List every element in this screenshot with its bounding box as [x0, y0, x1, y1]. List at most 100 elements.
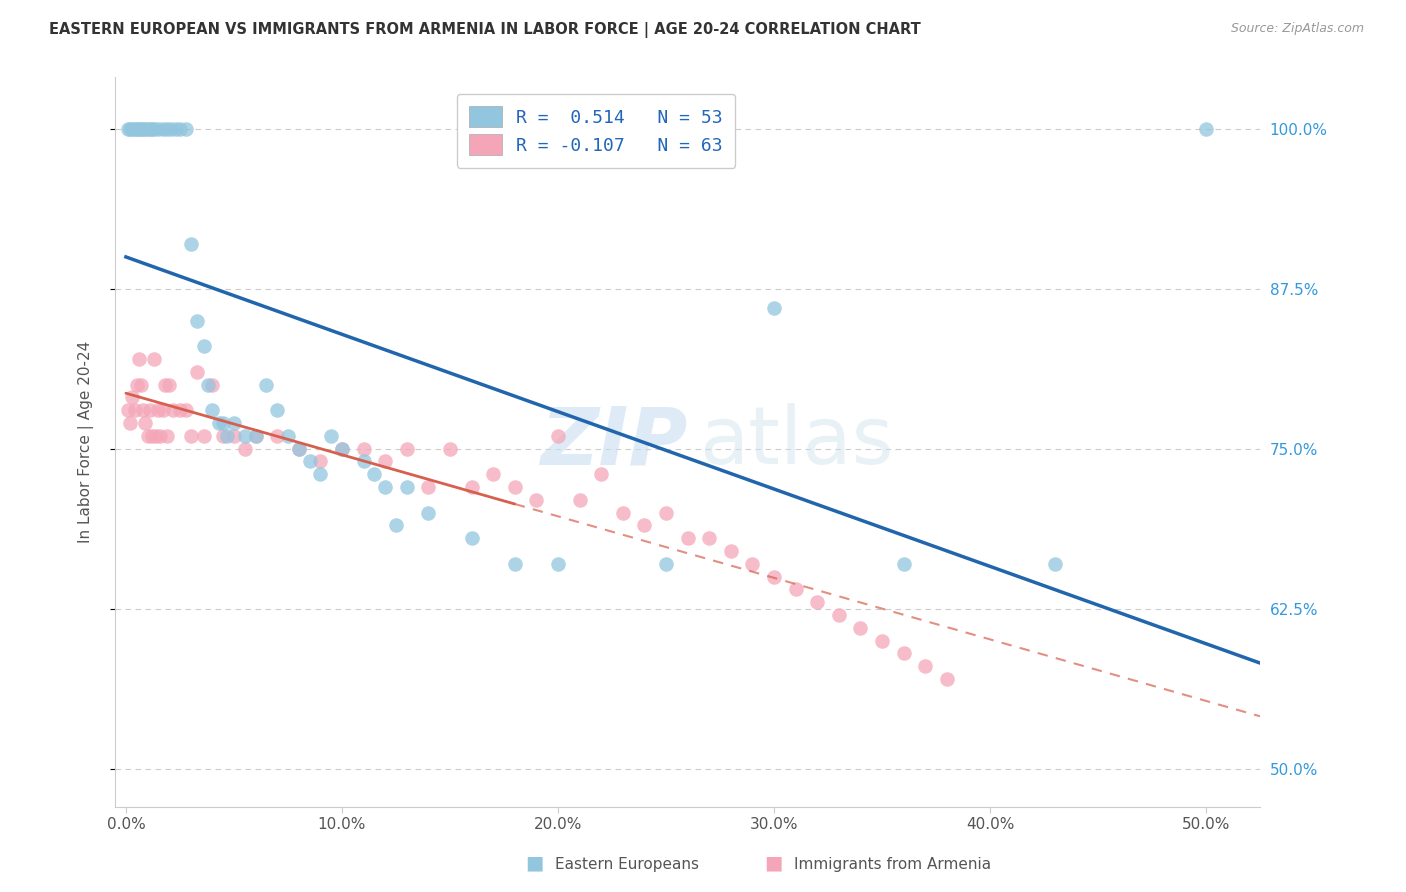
Point [145, 429, 167, 443]
Point [212, 429, 235, 443]
Point [156, 429, 179, 443]
Point [503, 480, 526, 494]
Point [132, 121, 155, 136]
Point [201, 403, 224, 417]
Point [208, 416, 231, 430]
Point [121, 391, 143, 405]
Point [148, 403, 170, 417]
Point [149, 429, 172, 443]
Point [1043, 557, 1066, 571]
Point [655, 557, 678, 571]
Point [460, 531, 482, 545]
Point [655, 506, 678, 520]
Point [141, 429, 163, 443]
Point [547, 429, 569, 443]
Point [266, 403, 288, 417]
Point [330, 442, 353, 456]
Point [186, 313, 208, 327]
Point [143, 351, 166, 366]
Point [201, 377, 224, 392]
Point [353, 442, 375, 456]
Point [254, 377, 277, 392]
Point [125, 377, 148, 392]
Point [503, 557, 526, 571]
Point [152, 403, 174, 417]
Point [353, 454, 375, 468]
Text: ■: ■ [763, 854, 783, 872]
Point [217, 429, 239, 443]
Text: ■: ■ [524, 854, 544, 872]
Point [132, 403, 155, 417]
Point [245, 429, 267, 443]
Point [128, 351, 150, 366]
Point [222, 416, 245, 430]
Point [143, 121, 166, 136]
Point [806, 595, 828, 609]
Point [134, 121, 156, 136]
Point [591, 467, 613, 482]
Point [298, 454, 321, 468]
Point [460, 480, 482, 494]
Point [287, 442, 309, 456]
Point [117, 403, 139, 417]
Point [385, 518, 408, 533]
Point [124, 403, 146, 417]
Point [233, 429, 256, 443]
Point [157, 377, 180, 392]
Point [129, 121, 152, 136]
Text: Eastern Europeans: Eastern Europeans [555, 857, 699, 872]
Point [418, 506, 440, 520]
Point [128, 121, 150, 136]
Y-axis label: In Labor Force | Age 20-24: In Labor Force | Age 20-24 [79, 341, 94, 543]
Point [117, 121, 139, 136]
Point [212, 416, 235, 430]
Point [180, 429, 202, 443]
Point [134, 416, 156, 430]
Point [165, 121, 187, 136]
Point [633, 518, 655, 533]
Point [568, 492, 591, 507]
Point [418, 480, 440, 494]
Point [612, 506, 634, 520]
Text: atlas: atlas [699, 403, 893, 481]
Point [138, 403, 160, 417]
Point [180, 236, 202, 251]
Point [395, 442, 418, 456]
Point [309, 454, 332, 468]
Point [395, 480, 418, 494]
Point [762, 569, 785, 583]
Point [136, 429, 159, 443]
Text: Immigrants from Armenia: Immigrants from Armenia [794, 857, 991, 872]
Point [124, 121, 146, 136]
Point [125, 121, 148, 136]
Point [245, 429, 267, 443]
Point [374, 454, 396, 468]
Point [120, 121, 142, 136]
Point [321, 429, 343, 443]
Point [547, 557, 569, 571]
Point [162, 403, 184, 417]
Text: ZIP: ZIP [540, 403, 688, 481]
Point [849, 621, 872, 635]
Point [176, 121, 198, 136]
Point [169, 121, 191, 136]
Point [138, 121, 160, 136]
Point [893, 557, 915, 571]
Point [153, 377, 176, 392]
Legend: R =  0.514   N = 53, R = -0.107   N = 63: R = 0.514 N = 53, R = -0.107 N = 63 [457, 94, 735, 168]
Point [266, 429, 288, 443]
Point [233, 442, 256, 456]
Point [720, 544, 742, 558]
Point [330, 442, 353, 456]
Point [277, 429, 299, 443]
Point [697, 531, 720, 545]
Point [870, 633, 893, 648]
Point [193, 339, 215, 353]
Point [1195, 121, 1218, 136]
Point [482, 467, 505, 482]
Point [363, 467, 385, 482]
Point [169, 403, 191, 417]
Point [148, 121, 170, 136]
Point [222, 429, 245, 443]
Point [935, 672, 957, 686]
